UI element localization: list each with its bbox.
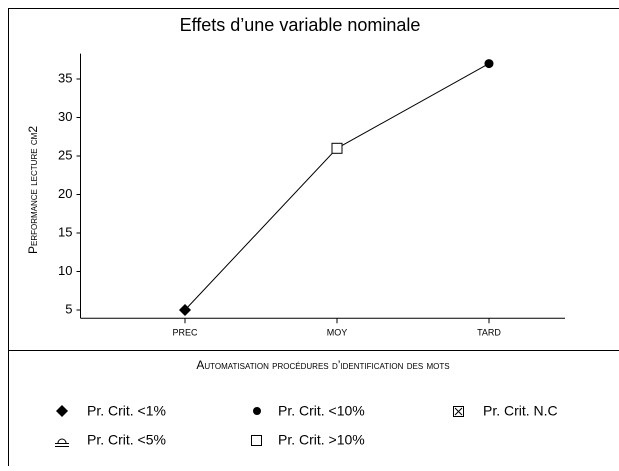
frame <box>9 9 619 467</box>
y-tick-label: 20 <box>58 186 72 201</box>
x-axis-label: Automatisation procédures d’identificati… <box>196 358 449 372</box>
legend-icon <box>454 407 464 417</box>
y-tick-label: 10 <box>58 263 72 278</box>
legend-icon <box>55 439 69 447</box>
y-tick-label: 15 <box>58 224 72 239</box>
legend-label: Pr. Crit. <1% <box>87 403 166 419</box>
legend-icon <box>253 407 261 415</box>
y-tick-label: 25 <box>58 147 72 162</box>
legend-label: Pr. Crit. N.C <box>483 403 558 419</box>
x-tick-label: MOY <box>327 328 348 338</box>
legend-label: Pr. Crit. <10% <box>278 403 365 419</box>
marker <box>332 143 342 153</box>
legend-label: Pr. Crit. <5% <box>87 432 166 448</box>
x-tick-label: TARD <box>477 328 501 338</box>
y-tick-label: 35 <box>58 70 72 85</box>
legend-label: Pr. Crit. >10% <box>278 432 365 448</box>
line <box>185 64 489 310</box>
legend-icon <box>252 436 262 446</box>
y-tick-label: 30 <box>58 109 72 124</box>
chart-title: Effets d’une variable nominale <box>180 15 421 35</box>
legend-icon <box>56 405 68 417</box>
y-axis-label: Performance lecture cm2 <box>26 126 40 254</box>
marker <box>485 59 494 68</box>
legend: Pr. Crit. <1% Pr. Crit. <10% Pr. Crit. N… <box>55 403 558 448</box>
x-tick-label: PREC <box>172 328 198 338</box>
y-tick-label: 5 <box>65 301 72 316</box>
